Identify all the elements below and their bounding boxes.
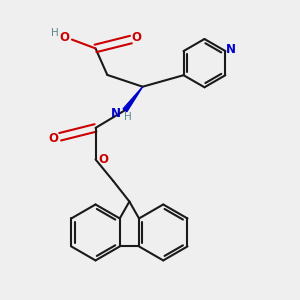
Text: O: O xyxy=(99,153,109,166)
Text: H: H xyxy=(124,112,132,122)
Text: N: N xyxy=(110,107,121,120)
Text: O: O xyxy=(131,31,141,44)
Polygon shape xyxy=(123,87,142,112)
Text: O: O xyxy=(60,31,70,44)
Text: H: H xyxy=(51,28,58,38)
Text: O: O xyxy=(49,132,59,145)
Text: N: N xyxy=(226,43,236,56)
